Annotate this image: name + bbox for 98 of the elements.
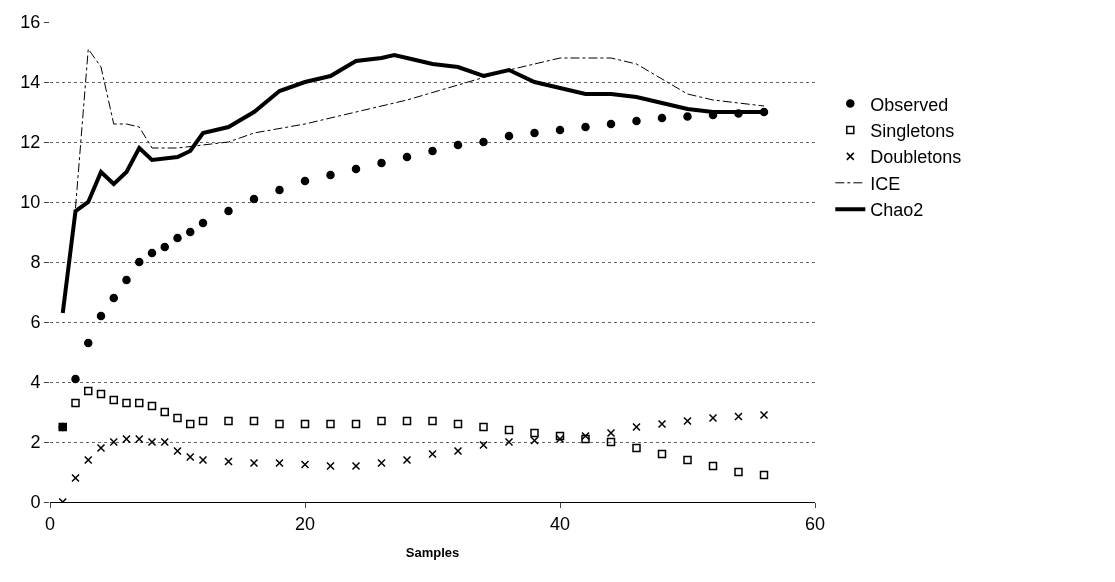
point [275,419,284,429]
point [632,443,641,453]
point [198,218,208,228]
point [275,185,284,195]
point [147,248,157,258]
point [632,422,641,432]
y-tick-label: 16 [20,12,41,33]
y-tick-label: 6 [30,312,41,333]
point [96,311,106,321]
point [326,419,335,429]
point [186,419,195,429]
point [160,242,169,252]
point [428,146,437,156]
legend-label: Singletons [870,121,955,142]
point [300,419,310,429]
point [160,437,169,447]
point [734,467,743,477]
point [300,176,310,186]
point [479,137,488,147]
point [84,338,93,348]
point [377,458,386,468]
point [186,452,195,462]
point [683,416,692,426]
y-tick-label: 0 [30,492,41,513]
x-tick-label: 0 [44,513,56,534]
point [71,473,80,483]
y-tick-label: 8 [30,252,41,273]
x-tick-label: 40 [549,513,571,534]
point [402,416,412,426]
point [606,119,616,129]
point [249,416,259,426]
point [173,233,182,243]
point [708,461,718,471]
point [84,386,93,396]
point [453,419,463,429]
point [135,434,144,444]
point [122,275,131,285]
x-tick-label: 20 [294,513,316,534]
point [759,470,769,480]
y-tick-label: 10 [20,192,41,213]
point [581,431,590,441]
point [135,257,144,267]
point [453,140,463,150]
point [555,125,565,135]
point [402,152,412,162]
point [84,455,93,465]
legend-label: Doubletons [870,147,962,168]
point [186,227,195,237]
legend-label: Observed [870,94,949,115]
point [109,437,118,447]
point [479,422,488,432]
point [377,158,386,168]
point [109,293,118,303]
point [530,128,539,138]
point [377,416,386,426]
point [657,113,667,123]
point [504,131,514,141]
point [224,206,233,216]
y-tick-label: 12 [20,132,41,153]
point [428,449,437,459]
point [351,164,361,174]
point [122,398,131,408]
point [160,407,169,417]
point [504,425,514,435]
point [173,413,182,423]
point [249,194,259,204]
point [326,461,335,471]
point [147,401,157,411]
point [109,395,118,405]
y-tick-label: 14 [20,72,41,93]
point [326,170,335,180]
point [198,416,208,426]
point [683,455,692,465]
legend-label: ICE [870,173,901,194]
point [71,398,80,408]
point [657,449,667,459]
x-tick-label: 60 [804,513,826,534]
point [224,416,233,426]
point [135,398,144,408]
y-tick-label: 4 [30,372,41,393]
point [530,428,539,438]
point [428,416,437,426]
point [683,112,692,121]
x-axis-title: Samples [405,545,460,561]
point [581,122,590,132]
point [122,434,131,444]
point [632,116,641,126]
point [300,460,310,469]
point [581,434,590,444]
y-tick-label: 2 [30,432,41,453]
point [479,440,488,450]
point [351,419,361,429]
point [173,446,182,456]
legend-label: Chao2 [870,200,924,221]
point [275,458,284,468]
point [71,374,80,384]
point [606,437,616,447]
point [96,389,106,399]
